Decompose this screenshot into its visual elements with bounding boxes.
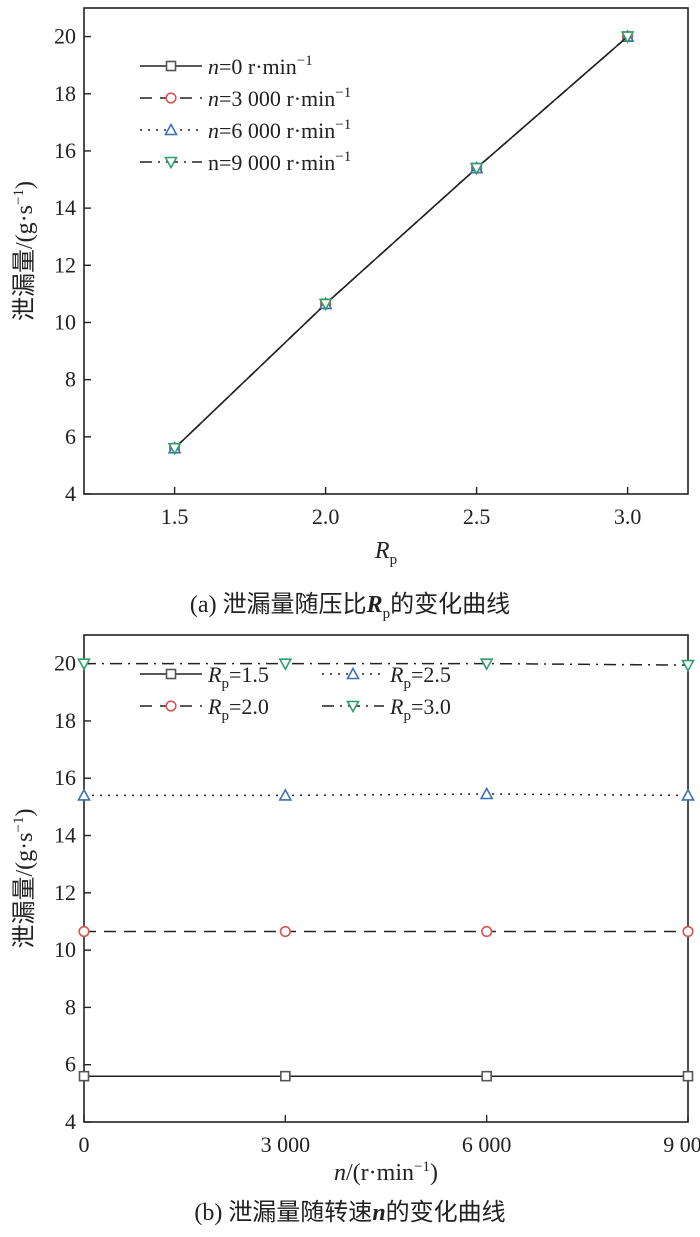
legend-marker <box>165 668 177 680</box>
x-tick-label: 2.0 <box>312 504 340 529</box>
legend-item: Rp=3.0 <box>322 694 451 724</box>
data-point <box>318 298 333 312</box>
y-tick-label: 18 <box>54 708 76 733</box>
y-tick-label: 4 <box>65 1109 76 1134</box>
y-tick-label: 12 <box>54 880 76 905</box>
y-tick-label: 14 <box>54 823 76 848</box>
legend-item: n=9 000 r·min−1 <box>140 149 351 175</box>
data-point <box>469 162 484 176</box>
y-tick-label: 8 <box>65 994 76 1019</box>
data-point <box>682 925 694 938</box>
y-tick-label: 12 <box>54 252 76 277</box>
data-point <box>681 659 695 673</box>
data-point <box>167 442 182 456</box>
figure-caption: (a) 泄漏量随压比Rp的变化曲线 <box>190 591 510 622</box>
legend-label: Rp=2.0 <box>207 694 269 724</box>
data-point <box>479 786 494 800</box>
data-point <box>481 925 493 938</box>
data-point <box>278 658 293 671</box>
y-tick-label: 8 <box>65 367 76 392</box>
legend: Rp=1.5Rp=2.0 Rp=2.5Rp=3.0 <box>140 662 451 724</box>
x-axis-title: n/(r·min−1) <box>334 1159 438 1186</box>
legend-item: Rp=1.5 <box>140 662 269 692</box>
legend-item: n=0 r·min−1 <box>140 53 313 79</box>
x-tick-label: 6 000 <box>462 1132 512 1157</box>
data-point <box>278 788 293 801</box>
series-line <box>84 793 689 797</box>
legend-item: n=3 000 r·min−1 <box>140 85 351 111</box>
legend-label: n=6 000 r·min−1 <box>208 117 351 143</box>
series-3 <box>77 786 695 801</box>
x-axis-title: Rp <box>374 538 397 568</box>
series-1 <box>78 1070 694 1082</box>
data-point <box>481 1070 492 1082</box>
series-line <box>174 36 629 449</box>
legend-marker <box>165 700 177 712</box>
y-tick-label: 16 <box>54 765 76 790</box>
legend: n=0 r·min−1 n=3 000 r·min−1 n=6 000 r·min−… <box>140 53 351 175</box>
legend-marker <box>346 700 360 714</box>
plot-frame <box>83 634 689 1123</box>
y-tick-label: 14 <box>54 195 76 220</box>
y-axis-title: 泄漏量/(g·s−1) <box>11 809 38 949</box>
data-point <box>78 1070 90 1082</box>
legend-item: Rp=2.0 <box>140 694 269 724</box>
data-point <box>279 925 291 938</box>
data-point <box>682 1070 694 1082</box>
data-point <box>620 31 635 44</box>
data-point <box>280 1070 291 1082</box>
series-4 <box>167 31 635 456</box>
y-tick-label: 4 <box>65 481 76 506</box>
x-tick-label: 9 000 <box>663 1132 700 1157</box>
data-point <box>479 658 494 671</box>
x-tick-label: 2.5 <box>463 504 491 529</box>
legend-label: n=0 r·min−1 <box>208 53 313 79</box>
legend-item: Rp=2.5 <box>322 662 451 692</box>
legend-label: n=3 000 r·min−1 <box>208 85 351 111</box>
y-tick-label: 20 <box>54 651 76 676</box>
legend-label: Rp=1.5 <box>207 662 269 692</box>
y-tick-label: 20 <box>54 24 76 49</box>
series-2 <box>78 925 694 938</box>
data-point <box>681 788 695 801</box>
x-tick-label: 0 <box>79 1132 90 1157</box>
x-tick-label: 3.0 <box>614 504 642 529</box>
legend-marker <box>164 122 178 136</box>
y-tick-label: 6 <box>65 1052 76 1077</box>
y-tick-label: 10 <box>54 937 76 962</box>
legend-marker <box>346 666 360 680</box>
y-axis-title: 泄漏量/(g·s−1) <box>11 181 38 321</box>
legend-marker <box>165 60 177 72</box>
legend-marker <box>165 92 177 104</box>
series-4 <box>77 658 695 673</box>
legend-label: Rp=3.0 <box>389 694 451 724</box>
data-point <box>77 658 91 671</box>
data-point <box>77 788 91 801</box>
series-line <box>84 662 689 666</box>
legend-item: n=6 000 r·min−1 <box>140 117 351 143</box>
legend-label: n=9 000 r·min−1 <box>208 149 351 175</box>
plot-frame <box>83 7 689 495</box>
x-tick-label: 3 000 <box>261 1132 311 1157</box>
x-tick-label: 1.5 <box>161 504 189 529</box>
y-tick-label: 10 <box>54 309 76 334</box>
figure-caption: (b) 泄漏量随转速n的变化曲线 <box>194 1199 505 1226</box>
y-tick-label: 6 <box>65 424 76 449</box>
data-point <box>78 925 90 938</box>
legend-marker <box>164 156 178 170</box>
y-tick-label: 16 <box>54 138 76 163</box>
y-tick-label: 18 <box>54 81 76 106</box>
legend-label: Rp=2.5 <box>389 662 451 692</box>
